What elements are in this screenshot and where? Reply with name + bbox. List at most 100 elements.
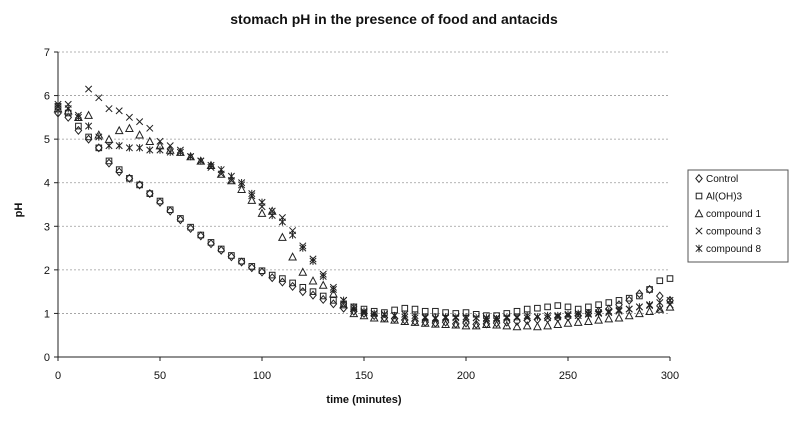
- data-point: [258, 267, 266, 275]
- data-point: [544, 311, 552, 320]
- data-point: [523, 315, 532, 325]
- data-point: [391, 306, 398, 314]
- data-point: [553, 319, 563, 329]
- data-point: [615, 297, 623, 304]
- data-point: [177, 215, 184, 222]
- data-point: [298, 287, 307, 297]
- data-point: [656, 305, 664, 313]
- data-point: [615, 306, 623, 314]
- data-point: [645, 306, 655, 315]
- data-point: [166, 148, 174, 156]
- legend-marker-x: [695, 227, 703, 235]
- data-point: [85, 122, 93, 130]
- data-point: [564, 310, 572, 318]
- data-point: [238, 179, 246, 187]
- data-point: [85, 85, 93, 93]
- data-point: [115, 167, 124, 177]
- data-point: [146, 124, 154, 132]
- x-tick-label: 250: [559, 370, 577, 382]
- data-point: [595, 308, 603, 317]
- legend-frame: [687, 169, 789, 263]
- data-point: [482, 314, 490, 322]
- data-point: [359, 310, 369, 320]
- series-al-oh-3: [54, 103, 674, 319]
- y-tick-label: 3: [44, 221, 50, 233]
- data-point: [369, 313, 379, 322]
- data-point: [268, 271, 276, 279]
- data-point: [390, 315, 400, 324]
- data-point: [646, 286, 653, 293]
- data-point: [513, 313, 521, 321]
- legend: Control Al(OH)3 compound 1 compound 3 compou…: [687, 169, 789, 263]
- data-point: [176, 215, 185, 225]
- data-point: [217, 165, 225, 174]
- data-point: [258, 198, 266, 207]
- data-point: [625, 294, 633, 302]
- data-point: [114, 125, 124, 135]
- data-point: [299, 244, 307, 252]
- data-point: [125, 113, 133, 121]
- data-point: [136, 118, 144, 126]
- data-point: [299, 283, 307, 291]
- data-point: [318, 280, 328, 289]
- data-point: [248, 263, 256, 270]
- data-point: [247, 263, 256, 273]
- data-point: [532, 321, 542, 331]
- data-point: [634, 308, 644, 318]
- data-point: [534, 304, 541, 312]
- data-point: [207, 239, 215, 246]
- y-axis-label: pH: [13, 203, 25, 218]
- data-point: [217, 245, 225, 253]
- data-point: [288, 252, 298, 261]
- data-point: [370, 309, 378, 318]
- data-point: [441, 317, 450, 327]
- data-point: [146, 146, 154, 154]
- data-point: [156, 146, 164, 154]
- data-point: [523, 311, 531, 320]
- x-tick-label: 150: [355, 370, 373, 382]
- data-point: [584, 309, 592, 318]
- data-point: [216, 169, 226, 178]
- data-point: [656, 277, 664, 285]
- data-point: [472, 314, 480, 322]
- data-point: [401, 310, 409, 318]
- data-point: [136, 181, 143, 189]
- data-point: [126, 175, 133, 182]
- data-point: [595, 301, 602, 309]
- data-point: [95, 133, 103, 141]
- data-point: [156, 137, 164, 145]
- data-point: [105, 157, 113, 165]
- data-point: [248, 189, 256, 198]
- data-point: [666, 296, 674, 305]
- y-tick-label: 4: [44, 178, 50, 190]
- data-point: [442, 313, 450, 321]
- data-point: [308, 276, 318, 285]
- data-point: [95, 94, 103, 102]
- data-point: [196, 231, 205, 241]
- data-point: [543, 320, 553, 330]
- data-point: [277, 232, 287, 241]
- data-point: [492, 320, 502, 329]
- data-point: [411, 305, 419, 313]
- gridlines: [58, 51, 670, 314]
- data-point: [278, 218, 286, 226]
- data-point: [258, 267, 266, 277]
- data-point: [350, 303, 358, 311]
- data-point: [472, 319, 481, 329]
- data-point: [380, 310, 388, 318]
- data-point: [238, 257, 245, 265]
- data-point: [298, 267, 308, 276]
- data-point: [625, 305, 633, 313]
- data-point: [197, 157, 205, 165]
- data-point: [441, 319, 451, 329]
- data-point: [462, 318, 470, 328]
- data-point: [279, 275, 286, 282]
- data-point: [461, 320, 471, 330]
- data-point: [115, 107, 123, 115]
- data-point: [502, 320, 512, 330]
- x-axis-ticks: 0 50 100 150 200 250 300: [55, 357, 679, 382]
- data-point: [115, 141, 123, 150]
- data-point: [432, 307, 439, 315]
